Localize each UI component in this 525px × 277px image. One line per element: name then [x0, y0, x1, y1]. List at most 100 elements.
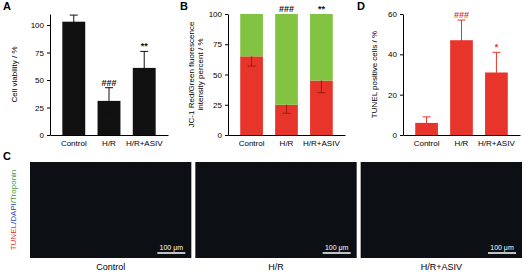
x-axis-line — [229, 135, 346, 136]
micrograph — [195, 162, 356, 258]
y-axis-title: TUNEL positive cells / % — [370, 31, 379, 118]
y-axis: 0 25 50 75 100 — [31, 15, 51, 141]
y-tick-mark — [225, 44, 228, 45]
scale-bar-label: 100 μm — [490, 244, 514, 252]
y-tick-label: 20 — [388, 91, 397, 100]
x-axis-line — [404, 135, 521, 136]
micrograph — [30, 162, 191, 258]
image-y-label: TUNEL/DAPI/Troponin — [9, 170, 18, 251]
y-tick-label: 50 — [213, 71, 222, 80]
y-tick-label: 25 — [35, 104, 44, 113]
y-tick-mark — [47, 25, 50, 26]
y-tick: 100 — [31, 21, 50, 30]
scale-bar — [323, 252, 351, 254]
error-bar-stem — [496, 52, 497, 92]
y-tick-mark — [47, 53, 50, 54]
error-bar — [140, 51, 148, 84]
y-tick-mark — [47, 80, 50, 81]
image-y-label-part: TUNEL — [9, 224, 18, 251]
y-tick: 100 — [209, 10, 228, 19]
significance: ** — [141, 41, 149, 51]
y-tick: 0 — [393, 131, 403, 140]
panel: D0204060ControlH/RH/R+ASIV###*TUNEL posi… — [357, 0, 521, 148]
error-bar-cap — [248, 66, 256, 67]
y-tick: 75 — [35, 49, 50, 58]
y-tick-mark — [47, 108, 50, 109]
x-tick: H/R — [280, 139, 294, 148]
y-axis-title: JC-1 Red/Green fluorescenceintensity per… — [187, 21, 205, 127]
bar-segment — [275, 14, 298, 105]
image-panel: CTUNEL/DAPI/Troponin100 μmControl100 μmH… — [3, 150, 522, 272]
scale-bar-label: 100 μm — [325, 244, 349, 252]
error-bar-cap — [70, 28, 78, 29]
x-tick: Control — [414, 139, 440, 148]
y-tick: 40 — [388, 50, 403, 59]
y-tick-mark — [400, 54, 403, 55]
micrograph-label: H/R+ASIV — [421, 262, 462, 272]
panel: A0255075100ControlH/RH/R+ASIV###**Cell v… — [3, 0, 169, 148]
x-axis: Control H/R H/R+ASIV — [404, 136, 521, 148]
panel-letter: A — [3, 0, 11, 12]
bar-segment — [240, 56, 263, 135]
error-bar-cap — [423, 116, 431, 117]
scale-bar — [157, 252, 185, 254]
y-tick-mark — [47, 135, 50, 136]
y-tick: 0 — [218, 131, 228, 140]
significance: ### — [101, 78, 116, 88]
x-tick-label: H/R — [280, 139, 294, 148]
y-axis: 0 25 50 75 100 — [209, 10, 229, 140]
error-bar-cap — [140, 84, 148, 85]
error-bar-stem — [109, 88, 110, 114]
y-tick-label: 75 — [213, 40, 222, 49]
error-bar-cap — [105, 114, 113, 115]
error-bar-cap — [423, 128, 431, 129]
image-y-label-part: /Troponin — [9, 170, 18, 204]
y-tick-label: 100 — [31, 21, 45, 30]
panel-letter: D — [357, 0, 365, 12]
significance: ### — [454, 10, 469, 20]
y-tick-mark — [225, 135, 228, 136]
y-tick: 20 — [388, 91, 403, 100]
y-tick: 75 — [213, 40, 228, 49]
y-tick-label: 75 — [35, 49, 44, 58]
y-axis-title: Cell viability / % — [10, 46, 19, 102]
error-bar-stem — [144, 51, 145, 84]
y-tick-label: 0 — [40, 131, 45, 140]
x-axis: Control H/R H/R+ASIV — [229, 136, 346, 148]
x-tick-label: Control — [239, 139, 265, 148]
x-tick-label: H/R+ASIV — [126, 139, 163, 148]
error-bar-cap — [70, 15, 78, 16]
x-tick-label: H/R — [455, 139, 469, 148]
x-tick: H/R — [102, 139, 116, 148]
y-tick-label: 100 — [209, 10, 223, 19]
error-bar-stem — [461, 20, 462, 60]
y-axis-title-line: Cell viability / % — [10, 46, 19, 102]
y-tick-label: 50 — [35, 76, 44, 85]
x-tick-label: H/R+ASIV — [478, 139, 515, 148]
plot-marks — [240, 14, 333, 135]
y-axis-line — [50, 15, 51, 136]
y-tick: 60 — [388, 10, 403, 19]
y-tick: 25 — [213, 101, 228, 110]
panel-letter: B — [180, 0, 188, 12]
y-axis-title-line: TUNEL positive cells / % — [370, 31, 379, 118]
scale-bar-label: 100 μm — [160, 244, 184, 252]
image-y-label-part: /DAPI — [9, 203, 18, 224]
y-tick: 25 — [35, 104, 50, 113]
error-bar-cap — [492, 92, 500, 93]
x-tick: Control — [239, 139, 265, 148]
x-tick: H/R+ASIV — [303, 139, 340, 148]
error-bar — [423, 117, 431, 129]
plot-marks — [415, 20, 508, 135]
y-tick-mark — [400, 135, 403, 136]
x-axis: ControlH/RH/R+ASIV — [51, 136, 169, 148]
scale-bar — [488, 252, 516, 254]
x-tick-label: Control — [414, 139, 440, 148]
x-tick: H/R+ASIV — [478, 139, 515, 148]
error-bar-cap — [458, 60, 466, 61]
x-tick-label: H/R+ASIV — [303, 139, 340, 148]
y-tick-mark — [400, 95, 403, 96]
y-tick-mark — [225, 75, 228, 76]
figure-svg: A 0 25 50 75 100 Control H/R H/R+ASIV ### ** Cell v… — [0, 0, 525, 277]
x-axis-line — [51, 135, 169, 136]
